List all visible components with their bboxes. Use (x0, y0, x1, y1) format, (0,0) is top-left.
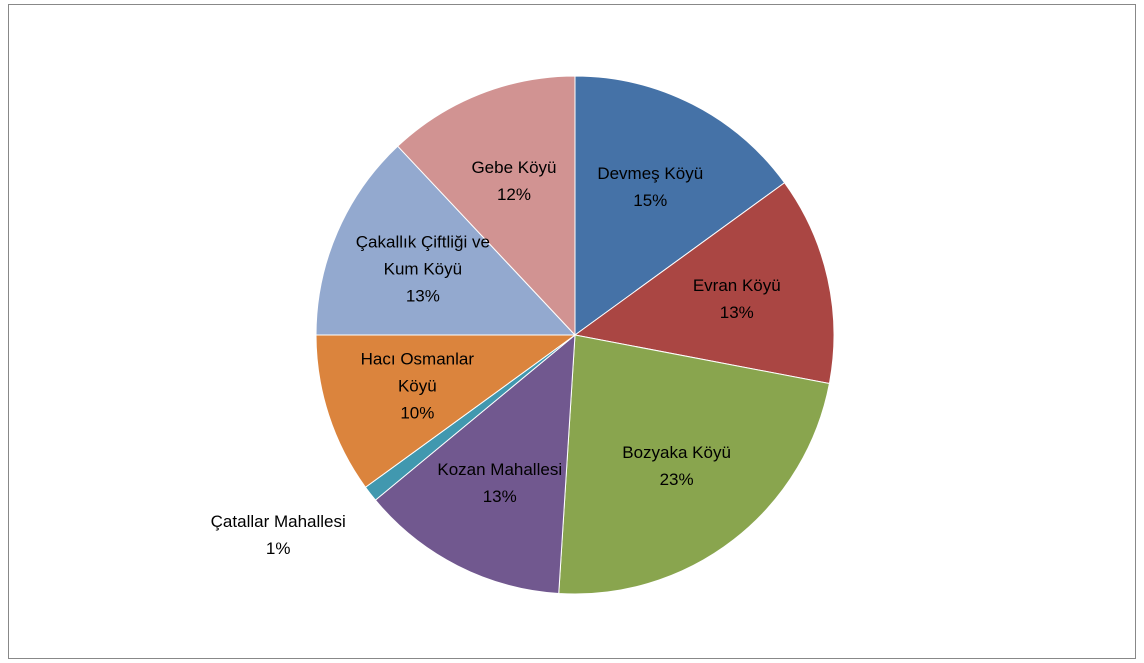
category-label: Hacı Osmanlar Köyü (360, 349, 475, 396)
value-label: 15% (633, 191, 668, 211)
value-label: 13% (719, 302, 754, 322)
pie-slice (396, 75, 576, 337)
category-label: Evran Köyü (692, 275, 781, 295)
category-label: Çatallar Mahallesi (210, 511, 346, 531)
value-label: 13% (482, 486, 517, 506)
value-label: 10% (400, 403, 435, 423)
data-label: Evran Köyü 13% (662, 272, 812, 326)
category-label: Kozan Mahallesi (437, 459, 563, 479)
data-label: Hacı Osmanlar Köyü 10% (342, 346, 492, 427)
category-label: Devmeş Köyü (597, 164, 704, 184)
category-label: Gebe Köyü (471, 157, 557, 177)
pie-slice (315, 145, 577, 336)
data-label: Kozan Mahallesi 13% (425, 456, 575, 510)
data-label: Devmeş Köyü 15% (575, 160, 725, 214)
value-label: 1% (265, 538, 291, 558)
value-label: 12% (496, 184, 531, 204)
value-label: 23% (659, 469, 694, 489)
pie-slice (315, 334, 577, 488)
pie-slice (374, 333, 576, 595)
category-label: Bozyaka Köyü (622, 442, 731, 462)
data-label: Gebe Köyü 12% (439, 154, 589, 208)
pie-slice (574, 75, 786, 336)
pie-slice (558, 334, 830, 595)
data-label: Çatallar Mahallesi 1% (211, 508, 346, 562)
pie-slice (573, 182, 835, 385)
data-label: Bozyaka Köyü 23% (602, 439, 752, 493)
category-label: Çakallık Çiftliği ve Kum Köyü (355, 232, 490, 279)
data-label: Çakallık Çiftliği ve Kum Köyü 13% (348, 229, 498, 310)
value-label: 13% (405, 286, 440, 306)
